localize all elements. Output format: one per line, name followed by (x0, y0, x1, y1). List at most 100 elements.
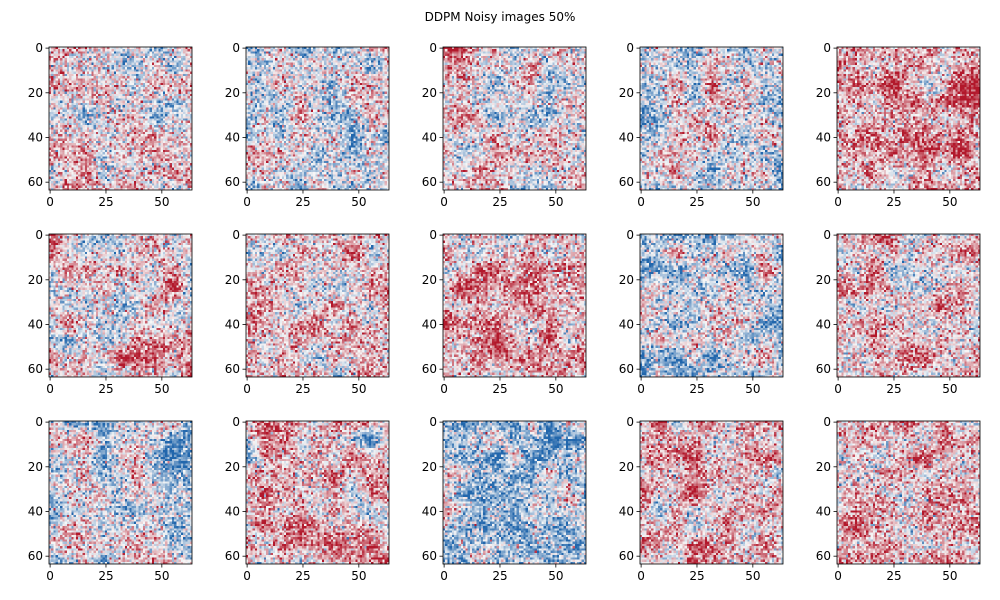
x-tick-label: 0 (440, 195, 448, 209)
y-tick-label: 20 (225, 460, 240, 474)
x-tick-label: 25 (98, 382, 113, 396)
y-tick-label: 20 (28, 86, 43, 100)
x-tick-label: 0 (637, 569, 645, 583)
y-tick-label: 20 (28, 273, 43, 287)
x-tick-label: 50 (548, 569, 563, 583)
y-tick-label: 0 (626, 415, 634, 429)
y-tick-label: 0 (232, 228, 240, 242)
noise-image (443, 421, 586, 564)
x-tick-label: 25 (492, 195, 507, 209)
y-tick-label: 0 (232, 41, 240, 55)
y-tick-label: 40 (422, 130, 437, 144)
x-tick-label: 50 (745, 569, 760, 583)
noise-image (49, 421, 192, 564)
x-tick-label: 25 (689, 382, 704, 396)
y-tick-label: 0 (429, 41, 437, 55)
x-tick-label: 50 (745, 195, 760, 209)
y-tick-label: 0 (429, 415, 437, 429)
noise-image (640, 421, 783, 564)
x-tick-label: 0 (46, 195, 54, 209)
x-tick-label: 50 (942, 382, 957, 396)
y-tick-label: 40 (816, 317, 831, 331)
y-tick-label: 20 (816, 86, 831, 100)
y-tick-label: 0 (823, 41, 831, 55)
x-tick-label: 25 (886, 569, 901, 583)
y-tick-label: 0 (35, 415, 43, 429)
y-tick-label: 0 (626, 41, 634, 55)
x-tick-label: 0 (834, 569, 842, 583)
y-tick-label: 40 (28, 317, 43, 331)
y-tick-label: 40 (816, 130, 831, 144)
x-tick-label: 50 (942, 195, 957, 209)
x-tick-label: 50 (548, 195, 563, 209)
noise-image (49, 47, 192, 190)
x-tick-label: 50 (351, 569, 366, 583)
y-tick-label: 20 (422, 460, 437, 474)
y-tick-label: 60 (225, 175, 240, 189)
y-tick-label: 60 (28, 362, 43, 376)
x-tick-label: 25 (295, 195, 310, 209)
x-tick-label: 0 (243, 569, 251, 583)
noise-image (837, 234, 980, 377)
noise-image (837, 47, 980, 190)
y-tick-label: 40 (225, 504, 240, 518)
x-tick-label: 50 (351, 382, 366, 396)
y-tick-label: 20 (816, 460, 831, 474)
y-tick-label: 20 (422, 273, 437, 287)
noise-image (837, 421, 980, 564)
y-tick-label: 60 (816, 362, 831, 376)
y-tick-label: 20 (619, 86, 634, 100)
x-tick-label: 0 (834, 382, 842, 396)
x-tick-label: 25 (886, 382, 901, 396)
x-tick-label: 0 (46, 382, 54, 396)
y-tick-label: 40 (422, 317, 437, 331)
y-tick-label: 20 (225, 273, 240, 287)
y-tick-label: 60 (619, 549, 634, 563)
y-tick-label: 40 (816, 504, 831, 518)
x-tick-label: 25 (295, 382, 310, 396)
y-tick-label: 0 (232, 415, 240, 429)
x-tick-label: 25 (492, 569, 507, 583)
y-tick-label: 60 (225, 362, 240, 376)
x-tick-label: 0 (243, 195, 251, 209)
y-tick-label: 60 (816, 549, 831, 563)
y-tick-label: 20 (225, 86, 240, 100)
x-tick-label: 0 (46, 569, 54, 583)
y-tick-label: 40 (28, 130, 43, 144)
x-tick-label: 50 (942, 569, 957, 583)
x-tick-label: 0 (440, 382, 448, 396)
x-tick-label: 50 (154, 569, 169, 583)
y-tick-label: 60 (28, 549, 43, 563)
y-tick-label: 0 (823, 415, 831, 429)
x-tick-label: 0 (834, 195, 842, 209)
x-tick-label: 25 (886, 195, 901, 209)
y-tick-label: 0 (35, 228, 43, 242)
noise-image (246, 47, 389, 190)
noise-image (640, 47, 783, 190)
panel-r3-c5: 0 25 50 0 20 40 60 (816, 415, 980, 583)
y-tick-label: 40 (28, 504, 43, 518)
y-tick-label: 60 (619, 175, 634, 189)
x-tick-label: 25 (98, 195, 113, 209)
x-tick-label: 0 (243, 382, 251, 396)
y-tick-label: 20 (422, 86, 437, 100)
y-tick-label: 40 (225, 130, 240, 144)
y-tick-label: 60 (422, 549, 437, 563)
x-tick-label: 0 (637, 382, 645, 396)
y-tick-label: 40 (225, 317, 240, 331)
noise-image (49, 234, 192, 377)
y-tick-label: 0 (823, 228, 831, 242)
noise-image (640, 234, 783, 377)
y-tick-label: 20 (28, 460, 43, 474)
y-tick-label: 0 (429, 228, 437, 242)
x-tick-label: 25 (492, 382, 507, 396)
